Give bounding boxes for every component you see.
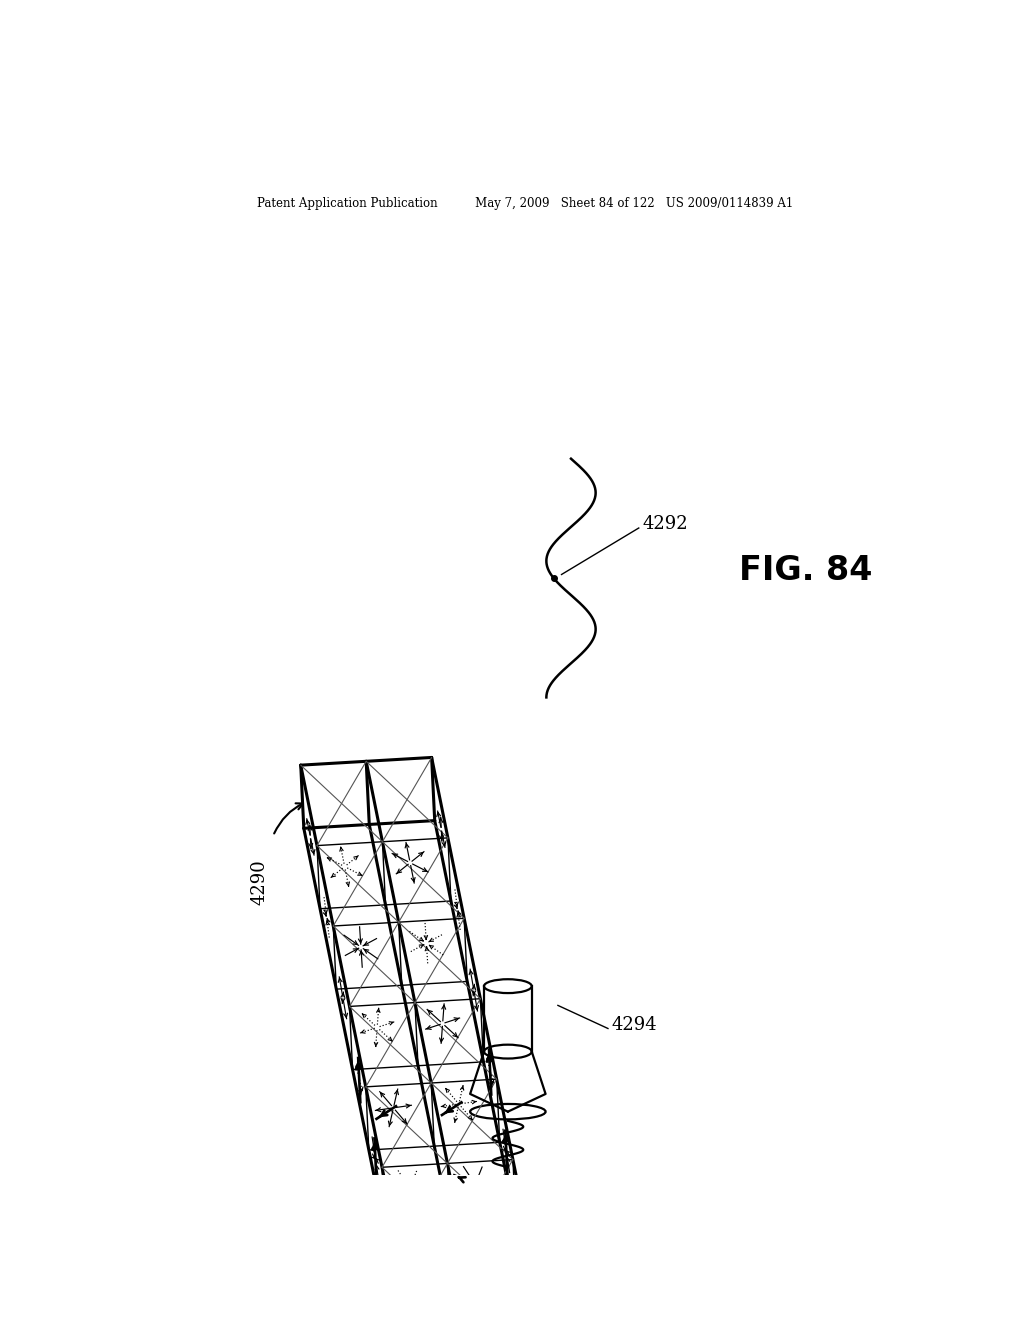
Text: FIG. 84: FIG. 84 — [739, 554, 872, 587]
Text: 4290: 4290 — [251, 859, 269, 906]
Text: 4292: 4292 — [643, 515, 688, 533]
Text: 4294: 4294 — [611, 1015, 657, 1034]
Text: Patent Application Publication          May 7, 2009   Sheet 84 of 122   US 2009/: Patent Application Publication May 7, 20… — [257, 197, 793, 210]
